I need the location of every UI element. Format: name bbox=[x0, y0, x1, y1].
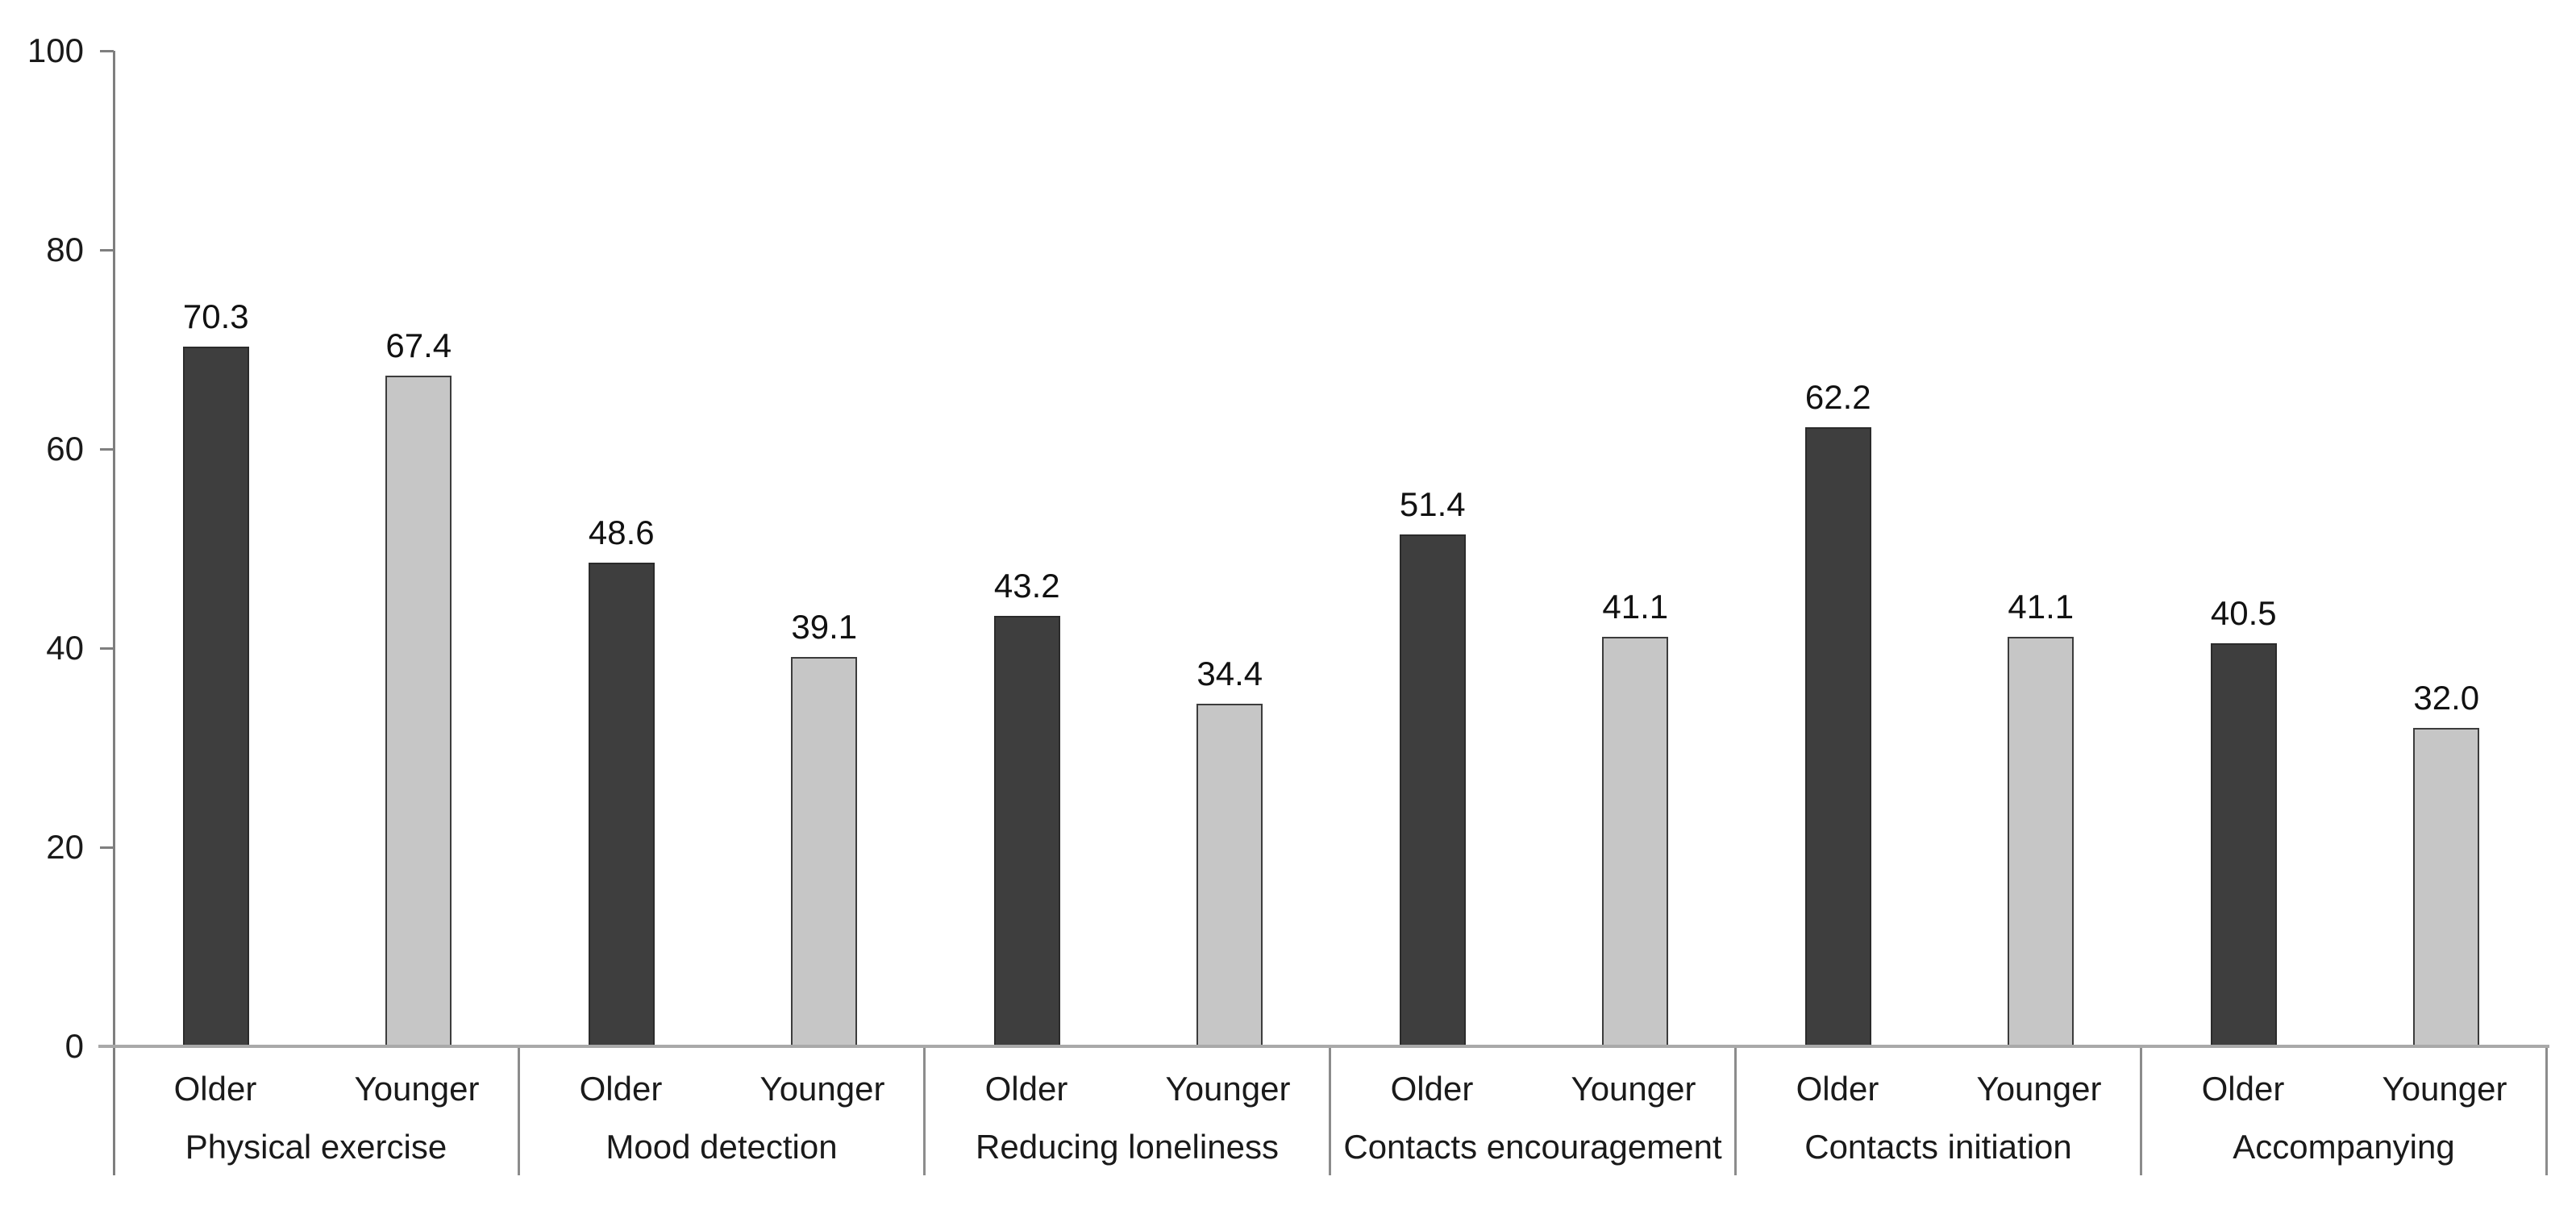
bar-value-label: 40.5 bbox=[2210, 593, 2277, 632]
bar-older bbox=[2210, 642, 2277, 1046]
x-axis-group: Older Younger Contacts encouragement bbox=[1331, 1048, 1737, 1175]
bar-group: 43.2 34.4 bbox=[926, 51, 1331, 1046]
y-tick-label: 0 bbox=[65, 1027, 84, 1065]
series-label-older: Older bbox=[1390, 1070, 1474, 1108]
bar-younger bbox=[2008, 637, 2075, 1046]
bar-group: 48.6 39.1 bbox=[520, 51, 926, 1046]
series-label-older: Older bbox=[984, 1070, 1068, 1108]
x-axis-group: Older Younger Contacts initiation bbox=[1737, 1048, 2142, 1175]
bar-younger bbox=[1602, 637, 1669, 1046]
y-axis-tick bbox=[100, 448, 114, 451]
bar-slot: 67.4 bbox=[318, 51, 521, 1046]
bar-slot: 32.0 bbox=[2345, 51, 2549, 1046]
y-tick-label: 100 bbox=[27, 31, 84, 69]
bar-value-label: 32.0 bbox=[2413, 678, 2480, 717]
series-label-older: Older bbox=[1796, 1070, 1879, 1108]
category-label: Physical exercise bbox=[185, 1128, 447, 1166]
bar-slot: 43.2 bbox=[926, 51, 1129, 1046]
series-label-younger: Younger bbox=[1976, 1070, 2102, 1108]
series-label-younger: Younger bbox=[1571, 1070, 1696, 1108]
series-label-younger: Younger bbox=[1165, 1070, 1291, 1108]
bar-value-label: 41.1 bbox=[2008, 588, 2075, 626]
x-axis-group: Older Younger Reducing loneliness bbox=[926, 1048, 1331, 1175]
y-axis-tick bbox=[100, 647, 114, 650]
bar-value-label: 67.4 bbox=[385, 326, 452, 364]
bar-older bbox=[1804, 426, 1871, 1046]
category-label: Contacts encouragement bbox=[1343, 1128, 1722, 1166]
y-tick-label: 60 bbox=[46, 430, 84, 468]
series-label-older: Older bbox=[579, 1070, 663, 1108]
y-axis-line bbox=[113, 51, 115, 1175]
x-axis-baseline bbox=[98, 1045, 2549, 1048]
bar-younger bbox=[791, 657, 858, 1046]
bar-slot: 70.3 bbox=[114, 51, 318, 1046]
bar-value-label: 34.4 bbox=[1196, 655, 1263, 693]
plot-area: 70.3 67.4 48.6 39.1 43.2 34.4 51.4 41.1 62.2 41.1… bbox=[114, 51, 2548, 1046]
bar-slot: 41.1 bbox=[1534, 51, 1737, 1046]
bar-value-label: 51.4 bbox=[1399, 485, 1466, 524]
x-axis-group: Older Younger Accompanying bbox=[2142, 1048, 2548, 1175]
bar-slot: 51.4 bbox=[1331, 51, 1534, 1046]
x-axis-group: Older Younger Physical exercise bbox=[114, 1048, 520, 1175]
bar-group: 70.3 67.4 bbox=[114, 51, 520, 1046]
category-label: Reducing loneliness bbox=[976, 1128, 1279, 1166]
series-label-younger: Younger bbox=[354, 1070, 480, 1108]
bar-value-label: 48.6 bbox=[588, 513, 655, 551]
series-label-younger: Younger bbox=[2382, 1070, 2507, 1108]
bar-group: 40.5 32.0 bbox=[2142, 51, 2548, 1046]
bar-group: 62.2 41.1 bbox=[1737, 51, 2142, 1046]
series-label-older: Older bbox=[2201, 1070, 2285, 1108]
category-label: Accompanying bbox=[2233, 1128, 2455, 1166]
series-label-row: Older Younger bbox=[2142, 1048, 2545, 1106]
x-axis: Older Younger Physical exercise Older Younge… bbox=[114, 1048, 2548, 1175]
series-label-row: Older Younger bbox=[926, 1048, 1329, 1106]
bar-slot: 48.6 bbox=[520, 51, 723, 1046]
bar-value-label: 41.1 bbox=[1602, 588, 1669, 626]
bar-slot: 62.2 bbox=[1737, 51, 1940, 1046]
y-axis-tick bbox=[100, 50, 114, 52]
y-tick-label: 20 bbox=[46, 828, 84, 866]
series-label-younger: Younger bbox=[759, 1070, 885, 1108]
bar-slot: 40.5 bbox=[2142, 51, 2345, 1046]
x-axis-group: Older Younger Mood detection bbox=[520, 1048, 926, 1175]
bar-value-label: 39.1 bbox=[791, 608, 858, 646]
series-label-older: Older bbox=[173, 1070, 257, 1108]
series-label-row: Older Younger bbox=[114, 1048, 518, 1106]
bar-older bbox=[1399, 534, 1466, 1046]
bar-group: 51.4 41.1 bbox=[1331, 51, 1737, 1046]
bar-younger bbox=[385, 375, 452, 1046]
series-label-row: Older Younger bbox=[1737, 1048, 2140, 1106]
category-label: Contacts initiation bbox=[1804, 1128, 2072, 1166]
category-label: Mood detection bbox=[606, 1128, 838, 1166]
bar-younger bbox=[2413, 727, 2480, 1046]
y-tick-label: 40 bbox=[46, 629, 84, 667]
series-label-row: Older Younger bbox=[520, 1048, 923, 1106]
bar-older bbox=[993, 616, 1060, 1046]
bar-slot: 41.1 bbox=[1940, 51, 2143, 1046]
y-tick-label: 80 bbox=[46, 231, 84, 268]
bar-older bbox=[588, 562, 655, 1046]
bar-slot: 34.4 bbox=[1129, 51, 1332, 1046]
bar-value-label: 43.2 bbox=[993, 567, 1060, 605]
bar-slot: 39.1 bbox=[723, 51, 926, 1046]
bar-value-label: 70.3 bbox=[182, 297, 249, 335]
y-axis-tick bbox=[100, 846, 114, 849]
bar-younger bbox=[1196, 704, 1263, 1046]
bar-older bbox=[182, 346, 249, 1046]
bar-value-label: 62.2 bbox=[1804, 377, 1871, 416]
y-axis-tick bbox=[100, 249, 114, 252]
series-label-row: Older Younger bbox=[1331, 1048, 1734, 1106]
